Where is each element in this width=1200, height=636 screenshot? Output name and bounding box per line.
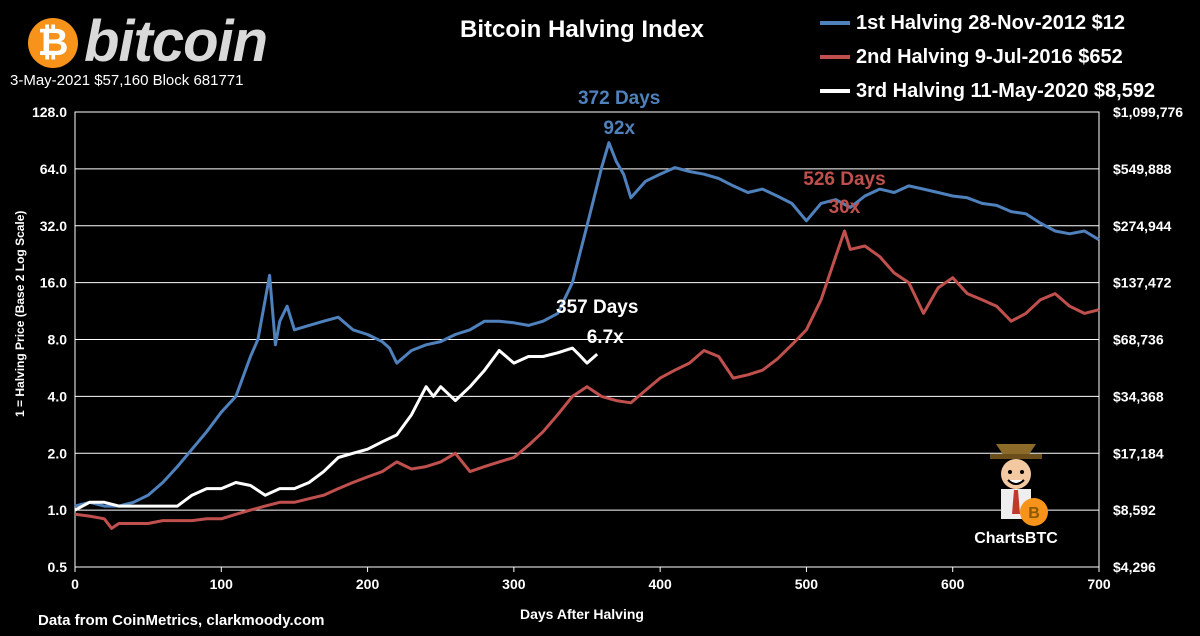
- y2-axis-ticks: $4,296 $8,592 $17,184 $34,368 $68,736 $137,47…: [1113, 104, 1183, 575]
- annotation-label: 6.7x: [587, 327, 624, 348]
- x-tick-label: 500: [795, 576, 819, 592]
- bitcoin-coin-icon: ₿: [28, 18, 78, 68]
- x-tick-label: 700: [1087, 576, 1111, 592]
- y2-tick-label: $274,944: [1113, 218, 1172, 234]
- legend-label: 2nd Halving 9-Jul-2016 $652: [856, 45, 1123, 68]
- y2-tick-label: $34,368: [1113, 388, 1164, 404]
- chart-subtitle: 3-May-2021 $57,160 Block 681771: [10, 72, 244, 89]
- y-tick-label: 0.5: [48, 559, 68, 575]
- legend-item-third: 3rd Halving 11-May-2020 $8,592: [820, 74, 1155, 108]
- x-tick-label: 0: [71, 576, 79, 592]
- y-tick-label: 4.0: [48, 388, 68, 404]
- legend-item-second: 2nd Halving 9-Jul-2016 $652: [820, 40, 1155, 74]
- legend-swatch: [820, 55, 850, 59]
- y-tick-label: 32.0: [40, 218, 67, 234]
- svg-text:B: B: [1028, 505, 1040, 522]
- annotation-label: 92x: [603, 118, 635, 139]
- legend-swatch: [820, 89, 850, 93]
- legend: 1st Halving 28-Nov-2012 $12 2nd Halving …: [820, 6, 1155, 108]
- series-line-1: [74, 141, 1100, 508]
- y-axis-ticks: 0.5 1.0 2.0 4.0 8.0 16.0 32.0 64.0 128.0: [32, 104, 67, 575]
- annotation-label: 30x: [829, 197, 861, 218]
- bitcoin-logo: ₿ bitcoin: [22, 9, 282, 74]
- y2-tick-label: $1,099,776: [1113, 104, 1183, 120]
- legend-label: 3rd Halving 11-May-2020 $8,592: [856, 79, 1156, 102]
- y-tick-label: 8.0: [48, 332, 68, 348]
- series-lines: [74, 141, 1100, 530]
- y2-tick-label: $4,296: [1113, 559, 1156, 575]
- y-tick-label: 16.0: [40, 275, 67, 291]
- series-line-2: [74, 229, 1100, 530]
- data-source: Data from CoinMetrics, clarkmoody.com: [38, 612, 325, 629]
- y2-tick-label: $137,472: [1113, 275, 1172, 291]
- x-tick-label: 200: [356, 576, 380, 592]
- y-tick-label: 1.0: [48, 502, 68, 518]
- x-axis-ticks: 0 100 200 300 400 500 600 700: [71, 567, 1111, 592]
- x-tick-label: 400: [648, 576, 672, 592]
- x-tick-label: 100: [210, 576, 234, 592]
- y2-tick-label: $549,888: [1113, 161, 1172, 177]
- x-tick-label: 600: [941, 576, 965, 592]
- y2-tick-label: $68,736: [1113, 332, 1164, 348]
- y-axis-label: 1 = Halving Price (Base 2 Log Scale): [13, 210, 27, 417]
- series-line-3: [74, 346, 599, 512]
- annotation-label: 372 Days: [578, 88, 660, 109]
- legend-item-first: 1st Halving 28-Nov-2012 $12: [820, 6, 1155, 40]
- y-tick-label: 2.0: [48, 445, 68, 461]
- y-tick-label: 64.0: [40, 161, 67, 177]
- annotations: 372 Days 92x 526 Days 30x 357 Days 6.7x: [556, 88, 886, 348]
- annotation-label: 526 Days: [803, 169, 885, 190]
- y2-tick-label: $17,184: [1113, 445, 1164, 461]
- chart-title: Bitcoin Halving Index: [460, 16, 705, 43]
- logo-text: bitcoin: [84, 9, 268, 74]
- x-tick-label: 300: [502, 576, 526, 592]
- mascot-label: ChartsBTC: [974, 530, 1058, 547]
- x-axis-label: Days After Halving: [520, 606, 644, 622]
- mascot-cartoon-icon: B: [990, 444, 1048, 526]
- legend-label: 1st Halving 28-Nov-2012 $12: [856, 11, 1126, 34]
- y2-tick-label: $8,592: [1113, 502, 1156, 518]
- y-tick-label: 128.0: [32, 104, 67, 120]
- annotation-label: 357 Days: [556, 297, 638, 318]
- legend-swatch: [820, 21, 850, 25]
